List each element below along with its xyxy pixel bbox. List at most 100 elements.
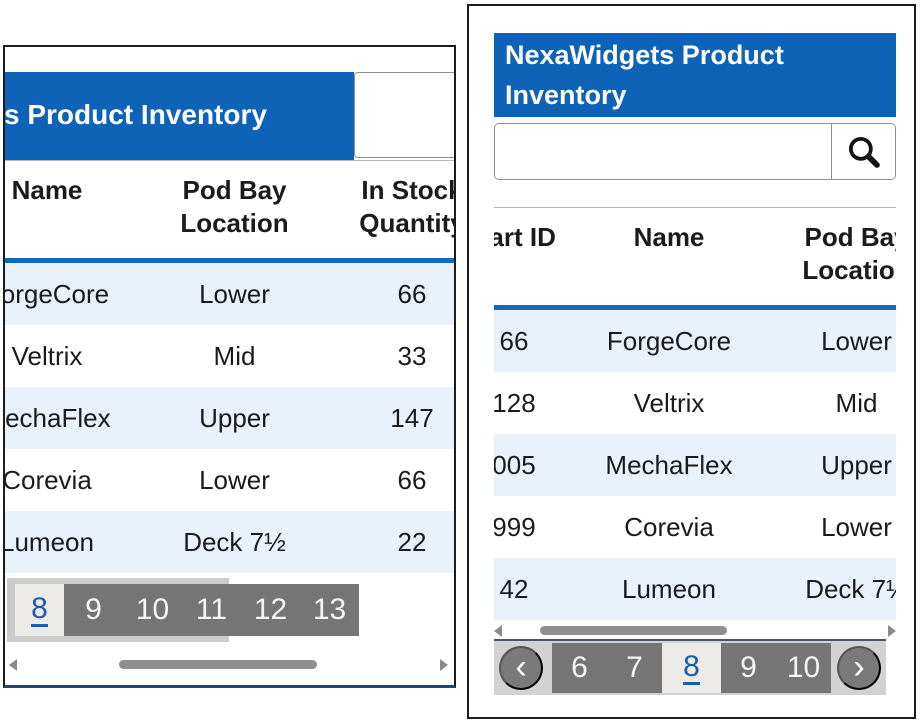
table-row: 66ForgeCoreLower66 (5, 260, 454, 325)
table-cell: ForgeCore (606, 325, 732, 356)
page-number: 10 (786, 651, 821, 684)
table-cell: Corevia (5, 464, 92, 495)
column-header: Pod Bay Location (764, 207, 896, 310)
page-number: 12 (253, 593, 288, 626)
scroll-right-arrow-icon[interactable] (440, 659, 448, 671)
table-cell: 005 (494, 449, 536, 480)
next-page-button[interactable]: › (837, 646, 881, 690)
page-number: 9 (740, 651, 757, 684)
table-cell: 33 (397, 340, 427, 371)
table-cell: Upper (199, 402, 270, 433)
scrollbar-thumb[interactable] (540, 626, 727, 635)
table-cell: Deck 7½ (183, 526, 286, 557)
pagination-left: 8 9 10 11 12 13 (7, 578, 367, 642)
scrollbar-thumb[interactable] (119, 660, 317, 669)
page-links: 8 9 10 11 12 13 (15, 584, 359, 636)
page-link[interactable]: 11 (182, 584, 241, 636)
horizontal-scrollbar[interactable] (9, 659, 448, 671)
page-number: 10 (135, 593, 170, 626)
table-cell: Lower (199, 278, 270, 309)
page-number: 9 (85, 593, 102, 626)
table-cell: 999 (494, 511, 536, 542)
table-cell: Veltrix (11, 340, 83, 371)
column-header: Pod Bay Location (142, 160, 327, 263)
page-links: 6 7 8 9 10 (552, 643, 831, 693)
table-cell: 66 (499, 325, 529, 356)
table-cell: MechaFlex (605, 449, 733, 480)
inventory-widget-wide: NexaWidgets Product Inventory Part IDNam… (3, 45, 456, 688)
column-header: Name (5, 160, 142, 263)
column-header: In Stock Quantity (327, 160, 454, 263)
table-row: 128VeltrixMid33 (494, 372, 896, 434)
page-number: 8 (31, 593, 48, 628)
search-input[interactable] (495, 124, 831, 179)
table-cell: Lower (199, 464, 270, 495)
wide-scrolled-content: NexaWidgets Product Inventory Part IDNam… (5, 47, 454, 573)
table-cell: Veltrix (633, 387, 705, 418)
wide-viewport: NexaWidgets Product Inventory Part IDNam… (5, 47, 454, 685)
table-cell: ForgeCore (5, 278, 110, 309)
table-row: 005MechaFlexUpper147 (494, 434, 896, 496)
page-link[interactable]: 9 (721, 643, 776, 693)
table-row: 005MechaFlexUpper147 (5, 387, 454, 449)
scroll-right-arrow-icon[interactable] (888, 625, 896, 637)
pagination-right: ‹ 6 7 8 9 10 › (494, 639, 886, 695)
table-row: 999CoreviaLower66 (494, 496, 896, 558)
page-link[interactable]: 10 (776, 643, 831, 693)
table-cell: 42 (499, 573, 529, 604)
page-link-active[interactable]: 8 (662, 643, 721, 693)
column-header: Part ID (494, 207, 574, 310)
table-cell: 66 (397, 278, 427, 309)
page-link[interactable]: 9 (64, 584, 123, 636)
horizontal-scrollbar[interactable] (494, 625, 896, 637)
page-number: 7 (626, 651, 643, 684)
table-row: 66ForgeCoreLower66 (494, 307, 896, 372)
page-number: 11 (195, 593, 228, 626)
page-link-active[interactable]: 8 (15, 584, 64, 636)
page-link[interactable]: 6 (552, 643, 607, 693)
table-cell: MechaFlex (5, 402, 111, 433)
table-cell: Lumeon (622, 573, 716, 604)
page-link[interactable]: 12 (241, 584, 300, 636)
table-cell: Upper (821, 449, 892, 480)
table-cell: Lumeon (5, 526, 94, 557)
table-cell: Mid (835, 387, 878, 418)
widget-title: NexaWidgets Product Inventory (5, 72, 354, 160)
table-cell: Lower (821, 511, 892, 542)
table-cell: 66 (397, 464, 427, 495)
widget-title: NexaWidgets Product Inventory (494, 33, 896, 117)
inventory-widget-narrow: NexaWidgets Product Inventory Part IDNam… (467, 4, 916, 719)
search-input[interactable] (354, 72, 454, 158)
previous-page-button[interactable]: ‹ (499, 646, 543, 690)
top-spacer (5, 47, 454, 72)
search-box (494, 123, 896, 180)
table-cell: 147 (390, 402, 434, 433)
title-row: NexaWidgets Product Inventory (5, 72, 454, 160)
page-number: 13 (312, 593, 347, 626)
table-cell: Lower (821, 325, 892, 356)
table-cell: 128 (494, 387, 536, 418)
table-row: 128VeltrixMid33 (5, 325, 454, 387)
page-link[interactable]: 10 (123, 584, 182, 636)
table-cell: 22 (397, 526, 427, 557)
page-number: 8 (683, 651, 700, 686)
table-row: 999CoreviaLower66 (5, 449, 454, 511)
table-cell: Deck 7½ (805, 573, 896, 604)
search-button[interactable] (831, 124, 895, 179)
page-number: 6 (571, 651, 588, 684)
scroll-left-arrow-icon[interactable] (9, 659, 17, 671)
page-link[interactable]: 7 (607, 643, 662, 693)
column-header: Name (574, 207, 764, 310)
table-cell: Corevia (624, 511, 714, 542)
scroll-left-arrow-icon[interactable] (494, 625, 502, 637)
page-link[interactable]: 13 (300, 584, 359, 636)
search-icon (845, 133, 883, 171)
